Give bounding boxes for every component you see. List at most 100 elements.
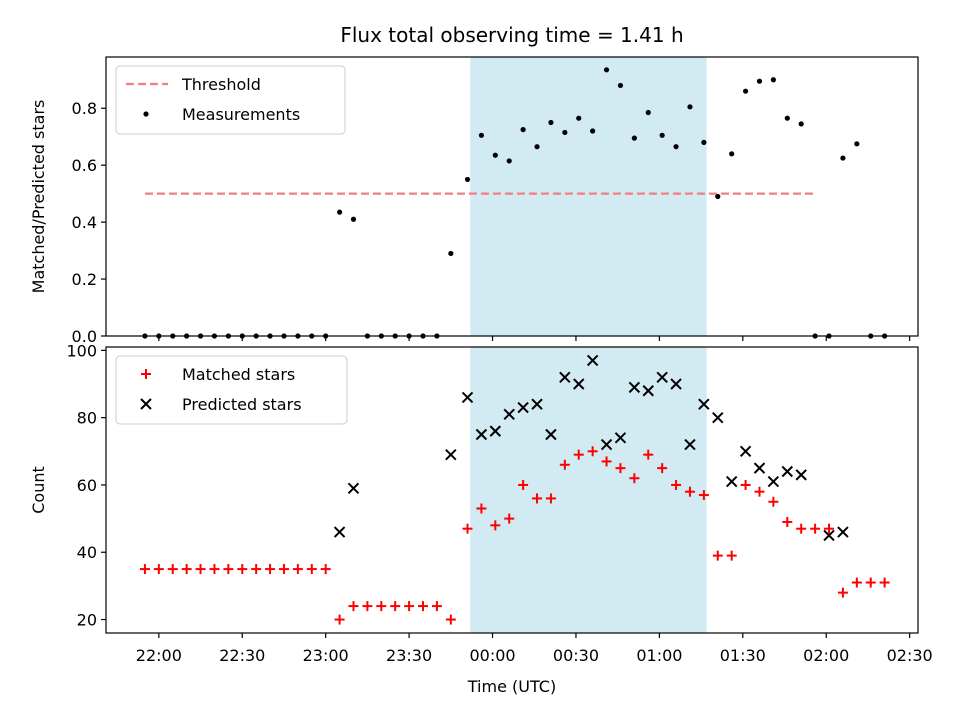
x-tick-label: 22:00 [136,646,182,665]
x-marker-b [628,381,641,394]
x-marker-b [725,475,738,488]
measurement-point [548,119,554,126]
predicted-stars-point [725,475,738,488]
matched-stars-point [768,496,779,507]
predicted-stars-point [781,465,794,478]
x-marker-b [767,475,780,488]
measurement-point [464,176,471,183]
x-tick-label: 02:30 [887,646,933,665]
predicted-stars-point [684,438,696,451]
predicted-stars-point [795,469,807,481]
matched-stars-point [306,564,317,575]
matched-stars-point [824,523,835,534]
measurement-point [576,115,582,121]
matched-stars-point [698,490,709,501]
matched-stars-point [195,564,206,575]
x-marker-b [545,428,557,441]
measurement-point [520,126,526,133]
x-marker-b [475,428,488,441]
x-marker-b [837,526,849,538]
matched-stars-point [629,473,640,484]
x-tick-label: 02:00 [803,646,849,665]
measurement-point [645,109,651,116]
x-marker-b [531,398,543,410]
matched-stars-point [837,587,848,598]
x-tick-label: 23:00 [303,646,349,665]
predicted-stars-point [698,398,710,410]
x-marker-b [333,526,346,538]
legend-label: Matched stars [182,365,295,384]
matched-stars-point [348,601,359,612]
predicted-stars-point [503,408,515,421]
matched-stars-point [782,516,793,527]
matched-stars-point [671,479,682,490]
predicted-stars-point [739,445,752,458]
predicted-stars-point [823,529,835,542]
matched-stars-point [504,513,515,524]
measurement-point [562,129,568,136]
matched-stars-point [404,601,415,612]
x-marker-b [670,378,682,390]
x-marker-b [489,425,502,437]
matched-stars-point [587,446,598,457]
y-tick-label: 80 [77,409,97,428]
x-marker-b [712,411,724,424]
measurement-point [715,193,721,200]
matched-stars-point [865,577,876,588]
predicted-stars-point [517,401,529,414]
matched-stars-point [445,614,456,625]
x-axis-label: Time (UTC) [467,677,556,696]
measurement-point [701,139,707,146]
matched-stars-point [223,564,234,575]
x-tick-label: 01:00 [636,646,682,665]
legend: Matched stars Predicted stars [115,355,348,425]
matched-stars-point [418,601,429,612]
measurement-point [336,209,343,215]
legend-box [115,355,348,425]
x-marker-b [753,462,766,474]
observing-window-shade [470,347,707,633]
x-marker-b [573,378,585,390]
predicted-stars-point [545,428,557,441]
x-marker-b [739,445,752,458]
matched-stars-point [251,564,262,575]
x-marker-b [559,371,571,383]
predicted-stars-point [461,391,474,404]
matched-stars-point [292,564,303,575]
predicted-stars-point [445,448,457,461]
predicted-stars-point [837,526,849,538]
matched-stars-point [334,614,345,625]
predicted-stars-point [670,378,682,390]
x-marker-b [823,529,835,542]
x-marker-b [656,371,668,383]
chart-title: Flux total observing time = 1.41 h [340,23,683,47]
measurement-point [854,141,860,147]
matched-stars-point [810,523,821,534]
x-marker-b [445,448,457,461]
x-tick-label: 01:30 [720,646,766,665]
matched-stars-point [362,601,373,612]
matched-stars-point [265,564,276,575]
measurement-point [492,152,498,158]
matched-stars-point [754,486,765,497]
predicted-stars-point [333,526,346,538]
x-marker-b [795,469,807,481]
measurement-point [617,82,624,89]
measurement-point [756,78,763,84]
measurement-point [603,67,610,73]
x-marker-b [461,391,474,404]
predicted-stars-point [347,482,360,495]
predicted-stars-point [642,385,654,397]
matched-stars-point [657,463,668,474]
predicted-stars-point [586,354,599,367]
measurement-point [770,77,776,83]
matched-stars-point [684,486,695,497]
x-marker-b [503,408,515,421]
matched-stars-point [181,564,192,575]
x-tick-label: 22:30 [219,646,265,665]
matched-stars-point [518,479,529,490]
ratio-panel: 0.0 0.2 0.4 0.6 0.8 Matched/Predicted stars Th… [29,56,919,346]
y-tick-label: 0.2 [72,270,97,289]
matched-stars-point [431,601,442,612]
x-marker-b [614,432,627,444]
